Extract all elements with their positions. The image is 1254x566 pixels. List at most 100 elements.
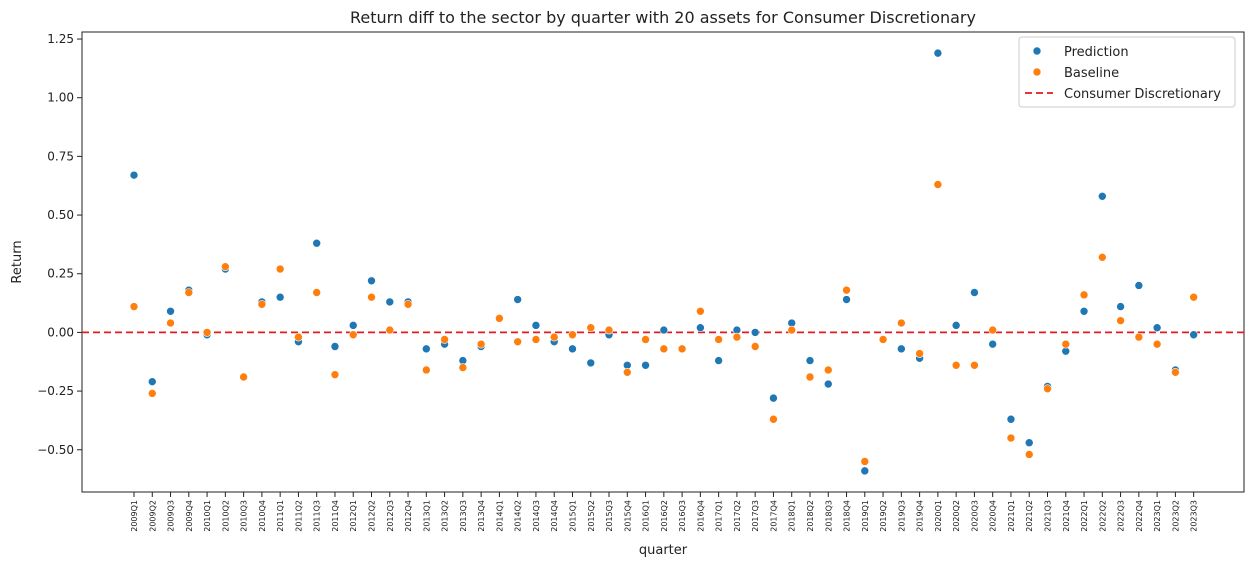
baseline-point: [933, 180, 943, 189]
x-axis-label: quarter: [639, 543, 688, 558]
x-tick-label: 2014Q4: [550, 500, 559, 532]
x-tick-label: 2018Q1: [788, 500, 797, 532]
baseline-point: [513, 337, 522, 347]
baseline-point: [440, 335, 449, 344]
x-tick-label: 2012Q3: [386, 500, 395, 532]
baseline-point: [1189, 292, 1198, 302]
x-tick-label: 2019Q3: [897, 500, 906, 532]
plot-frame: [81, 31, 1245, 493]
legend-marker-prediction: [1032, 46, 1042, 56]
x-tick-label: 2009Q1: [130, 500, 139, 532]
x-tick-label: 2017Q1: [715, 500, 724, 532]
baseline-point: [586, 323, 596, 333]
prediction-point: [531, 321, 541, 330]
baseline-point: [1061, 339, 1071, 349]
baseline-point: [823, 365, 833, 375]
baseline-point: [330, 370, 340, 379]
prediction-point: [568, 344, 577, 354]
x-tick-label: 2018Q4: [843, 500, 852, 532]
x-tick-label: 2016Q1: [642, 500, 651, 532]
x-tick-label: 2012Q4: [404, 500, 413, 532]
x-tick-label: 2020Q3: [970, 500, 979, 532]
prediction-point: [385, 297, 395, 307]
x-tick-label: 2018Q2: [806, 500, 815, 532]
x-tick-label: 2014Q1: [495, 500, 504, 532]
prediction-point: [1098, 191, 1107, 201]
baseline-point: [458, 363, 468, 372]
x-tick-label: 2012Q2: [368, 500, 377, 532]
y-tick-label: 0.75: [47, 149, 74, 163]
baseline-point: [750, 342, 760, 351]
baseline-point: [1116, 316, 1125, 325]
y-tick-label: 0.00: [47, 325, 74, 339]
x-tick-label: 2021Q3: [1044, 500, 1053, 532]
x-tick-label: 2023Q2: [1171, 500, 1180, 532]
prediction-point: [988, 339, 997, 349]
x-tick-label: 2020Q1: [934, 500, 943, 532]
baseline-point: [1043, 384, 1052, 394]
baseline-point: [257, 299, 267, 309]
prediction-point: [805, 356, 815, 365]
prediction-point: [1116, 302, 1125, 311]
baseline-point: [897, 318, 906, 328]
prediction-point: [714, 356, 723, 365]
baseline-point: [184, 288, 194, 297]
baseline-point: [732, 332, 742, 342]
baseline-point: [677, 344, 687, 354]
prediction-point: [166, 306, 175, 316]
x-tick-label: 2015Q4: [623, 500, 632, 532]
baseline-point: [641, 335, 650, 344]
x-tick-label: 2009Q3: [167, 500, 176, 532]
x-tick-label: 2011Q3: [313, 500, 322, 532]
baseline-point: [202, 328, 212, 337]
x-tick-label: 2014Q2: [514, 500, 523, 532]
x-tick-label: 2012Q1: [349, 500, 358, 532]
x-tick-label: 2009Q4: [185, 500, 194, 532]
baseline-point: [129, 302, 139, 311]
prediction-point: [823, 379, 833, 389]
x-tick-label: 2010Q3: [240, 500, 249, 532]
prediction-point: [367, 276, 376, 286]
y-axis-label: Return: [10, 240, 25, 283]
baseline-point: [1134, 332, 1144, 342]
prediction-point: [696, 323, 705, 333]
baseline-point: [915, 349, 924, 358]
legend-box: [1018, 36, 1236, 108]
baseline-point: [275, 264, 285, 274]
x-tick-label: 2019Q4: [916, 500, 925, 532]
prediction-point: [312, 238, 322, 248]
x-tick-label: 2017Q3: [751, 500, 760, 532]
x-tick-label: 2010Q2: [221, 500, 230, 532]
baseline-point: [1098, 253, 1107, 262]
x-tick-label: 2022Q4: [1135, 500, 1144, 532]
prediction-point: [1189, 330, 1198, 340]
prediction-point: [330, 342, 340, 351]
y-tick-label: −0.50: [37, 443, 74, 457]
x-tick-label: 2019Q2: [879, 500, 888, 532]
baseline-point: [1006, 433, 1016, 443]
baseline-point: [988, 325, 997, 335]
chart-title: Return diff to the sector by quarter wit…: [350, 8, 976, 27]
baseline-point: [1171, 368, 1180, 377]
baseline-point: [714, 335, 723, 344]
baseline-point: [403, 299, 413, 309]
x-tick-label: 2019Q1: [861, 500, 870, 532]
prediction-point: [951, 321, 961, 330]
x-tick-label: 2011Q4: [331, 500, 340, 532]
x-tick-label: 2017Q2: [733, 500, 742, 532]
x-tick-label: 2023Q1: [1153, 500, 1162, 532]
x-tick-label: 2013Q3: [459, 500, 468, 532]
prediction-point: [348, 321, 358, 330]
baseline-point: [1024, 450, 1034, 459]
x-tick-label: 2011Q2: [294, 500, 303, 532]
x-tick-label: 2014Q3: [532, 500, 541, 532]
x-tick-label: 2022Q3: [1117, 500, 1126, 532]
x-tick-label: 2017Q4: [769, 500, 778, 532]
prediction-point: [750, 328, 760, 337]
prediction-point: [1152, 323, 1162, 333]
x-tick-label: 2009Q2: [148, 500, 157, 532]
baseline-point: [166, 318, 175, 328]
baseline-point: [1079, 290, 1089, 300]
baseline-point: [659, 344, 669, 354]
x-tick-label: 2011Q1: [276, 500, 285, 532]
